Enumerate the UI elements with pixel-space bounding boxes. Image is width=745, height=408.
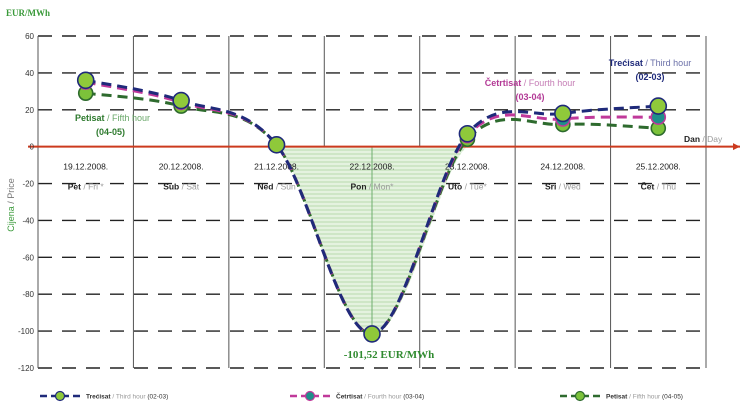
day-hr: Pon [351, 182, 367, 192]
legend-range: (03-04) [403, 394, 424, 401]
data-point [172, 91, 190, 110]
data-point [554, 104, 572, 123]
legend: Trećisat / Third hour (02-03) Četrtisat /… [40, 390, 683, 402]
data-point [458, 124, 477, 143]
day-hr: Sub [163, 182, 179, 192]
y-axis-label-en: Price [6, 178, 16, 199]
day-hr: Čet [641, 181, 655, 192]
zero-axis-layer [28, 143, 740, 151]
annotation-third-hour: Trećisat / Third hour (02-03) [609, 58, 691, 82]
category-date-label: 19.12.2008. [63, 162, 108, 172]
day-en: / Tue* [462, 182, 487, 192]
y-tick-label: 40 [25, 69, 34, 78]
min-value-label: -101,52 EUR/MWh [344, 349, 434, 361]
ann-third-range: (02-03) [635, 72, 664, 82]
category-day-label: Pet / Fri * [68, 182, 105, 192]
ann-fourth-sep: / [521, 78, 529, 88]
shaded-dip-area [276, 146, 468, 334]
category-date-label: 23.12.2008. [445, 162, 490, 172]
y-tick-label: -80 [22, 290, 34, 299]
category-date-label: 24.12.2008. [540, 162, 585, 172]
legend-hr: Petisat [606, 394, 628, 401]
legend-label: Trećisat / Third hour (02-03) [86, 394, 168, 401]
category-date-label: 21.12.2008. [254, 162, 299, 172]
day-en: / Wed [556, 182, 581, 192]
category-day-label: Ned / Sun [257, 182, 296, 192]
ann-third-hr: Trećisat [609, 58, 643, 68]
day-en: / Mon* [367, 182, 395, 192]
ann-third-sep: / [643, 58, 650, 68]
legend-label: Četrtisat / Fourth hour (03-04) [336, 392, 424, 401]
ann-fifth-sep: / [105, 113, 113, 123]
y-tick-label: -120 [18, 364, 35, 373]
category-date-label: 22.12.2008. [350, 162, 395, 172]
category-day-label: Čet / Thu [641, 181, 677, 192]
category-date-label: 25.12.2008. [636, 162, 681, 172]
ann-fourth-range: (03-04) [515, 92, 544, 102]
category-date-label: 20.12.2008. [159, 162, 204, 172]
day-hr: Sri [545, 182, 556, 192]
legend-swatch-marker [54, 390, 66, 402]
legend-label: Petisat / Fifth hour (04-05) [606, 394, 683, 401]
ann-fifth-en: Fifth hour [112, 113, 150, 123]
ann-fifth-range: (04-05) [96, 127, 125, 137]
x-axis-label: Dan / Day [684, 134, 723, 144]
data-point [76, 71, 95, 90]
data-point [267, 136, 286, 154]
y-tick-label: 60 [25, 32, 34, 41]
ann-fourth-hr: Četrtisat [485, 77, 522, 88]
day-en: / Sat [179, 182, 199, 192]
svg-text:Petisat / Fifth hour: Petisat / Fifth hour [75, 113, 150, 123]
annotation-fourth-hour: Četrtisat / Fourth hour (03-04) [485, 77, 576, 102]
y-axis-label-hr: Cijena [6, 206, 16, 232]
legend-range: (04-05) [662, 394, 683, 401]
annotation-fifth-hour: Petisat / Fifth hour (04-05) [75, 113, 150, 137]
day-en: / Sun [273, 182, 295, 192]
svg-text:Trećisat / Third hour: Trećisat / Third hour [609, 58, 691, 68]
category-day-label: Sri / Wed [545, 182, 581, 192]
series-markers [76, 71, 668, 343]
y-axis-label-sep: / [6, 199, 16, 207]
legend-en: / Fourth hour [362, 394, 403, 401]
y-tick-label: 0 [30, 143, 35, 152]
ann-fourth-en: Fourth hour [529, 78, 576, 88]
x-axis-label-en: Day [707, 134, 723, 144]
x-axis-arrow [733, 143, 740, 151]
day-hr: Ned [257, 182, 273, 192]
y-tick-label: 20 [25, 106, 34, 115]
x-axis-label-hr: Dan [684, 134, 700, 144]
category-day-label: Sub / Sat [163, 182, 200, 192]
y-tick-label: -60 [22, 253, 34, 262]
legend-en: / Fifth hour [627, 394, 662, 401]
day-hr: Uto [448, 182, 462, 192]
day-en: / Fri * [81, 182, 104, 192]
day-hr: Pet [68, 182, 81, 192]
legend-en: / Third hour [111, 394, 148, 401]
legend-swatch-marker [304, 390, 316, 402]
gridlines [37, 35, 707, 369]
category-day-label: Uto / Tue* [448, 182, 487, 192]
day-en: / Thu [654, 182, 676, 192]
data-point [649, 97, 668, 115]
category-day-label: Pon / Mon* [351, 182, 395, 192]
legend-range: (02-03) [147, 394, 168, 401]
y-tick-labels: 60 40 20 0 -20 -40 -60 -80 -100 -120 [18, 32, 35, 373]
y-axis-label: Cijena / Price [6, 178, 16, 232]
ann-fifth-hr: Petisat [75, 113, 105, 123]
legend-hr: Četrtisat [336, 392, 363, 401]
category-labels: 19.12.2008. Pet / Fri * 20.12.2008. Sub / S… [63, 162, 680, 192]
data-point [363, 325, 381, 343]
x-axis-label-sep: / [700, 134, 707, 144]
y-unit-label: EUR/MWh [6, 8, 50, 18]
ann-third-en: Third hour [650, 58, 691, 68]
y-tick-label: -100 [18, 327, 35, 336]
legend-hr: Trećisat [86, 394, 111, 401]
y-tick-label: -20 [22, 180, 34, 189]
y-tick-label: -40 [22, 216, 34, 225]
legend-swatch-marker [574, 390, 586, 402]
svg-text:Četrtisat / Fourth hour: Četrtisat / Fourth hour [485, 77, 576, 88]
